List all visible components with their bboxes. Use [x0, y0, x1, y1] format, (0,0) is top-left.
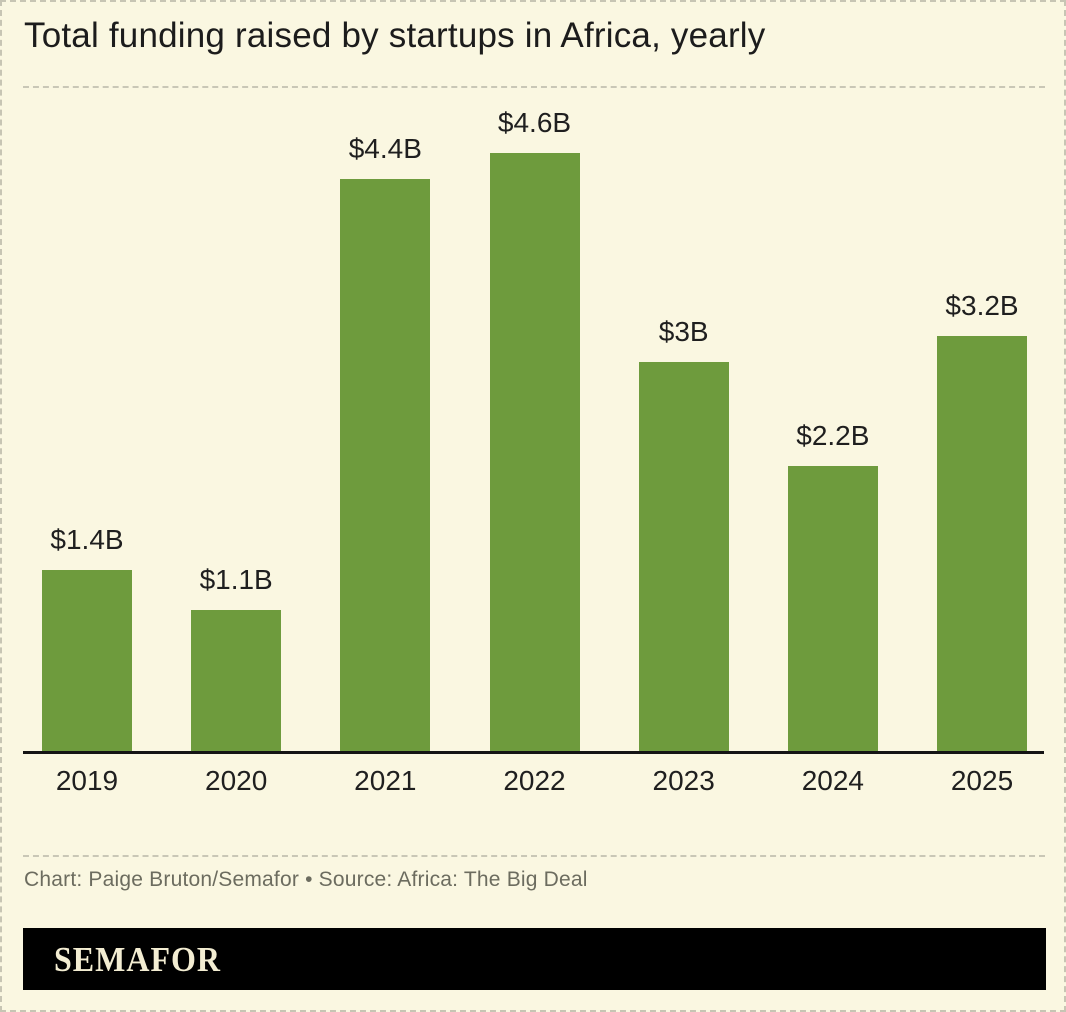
bar-value-label: $3B: [658, 316, 709, 348]
semafor-logo-bar: SEMAFOR: [23, 928, 1046, 990]
bar-chart: $1.4B $1.1B $4.4B $4.6B $3B $2.2B $3.2B: [2, 2, 1064, 753]
bar-group-2022: $4.6B: [489, 106, 580, 753]
footer-divider: [23, 855, 1045, 857]
bar-value-label: $2.2B: [796, 420, 870, 452]
chart-title: Total funding raised by startups in Afri…: [24, 16, 766, 55]
bar-group-2024: $2.2B: [787, 419, 878, 753]
bar-group-2021: $4.4B: [340, 132, 431, 753]
bar-2021: [340, 179, 431, 753]
x-axis-label-2021: 2021: [354, 765, 417, 796]
x-axis-label-2025: 2025: [950, 765, 1014, 796]
bar-group-2019: $1.4B: [42, 523, 132, 753]
x-axis-line: [23, 751, 1044, 754]
bar-group-2020: $1.1B: [191, 563, 282, 753]
bar-value-label: $4.6B: [497, 107, 572, 139]
x-axis-label-2024: 2024: [801, 765, 864, 796]
bar-value-label: $3.2B: [945, 290, 1019, 322]
bar-2025: [937, 336, 1028, 753]
bar-value-label: $1.4B: [50, 524, 124, 556]
chart-credit: Chart: Paige Bruton/Semafor • Source: Af…: [24, 868, 588, 891]
bar-2024: [787, 466, 878, 753]
bar-group-2025: $3.2B: [937, 289, 1028, 753]
x-axis-label-2022: 2022: [503, 765, 566, 796]
x-axis-label-2020: 2020: [205, 765, 268, 796]
bar-2020: [191, 610, 282, 753]
bar-value-label: $1.1B: [199, 564, 273, 596]
bar-2022: [489, 153, 580, 753]
bar-2023: [638, 362, 729, 753]
bar-value-label: $4.4B: [348, 133, 422, 165]
semafor-logo: SEMAFOR: [54, 939, 221, 978]
x-axis-label-2023: 2023: [652, 765, 715, 796]
bar-group-2023: $3B: [638, 315, 729, 753]
bar-2019: [42, 570, 132, 753]
title-divider: [23, 86, 1045, 88]
x-axis-label-2019: 2019: [55, 765, 119, 796]
